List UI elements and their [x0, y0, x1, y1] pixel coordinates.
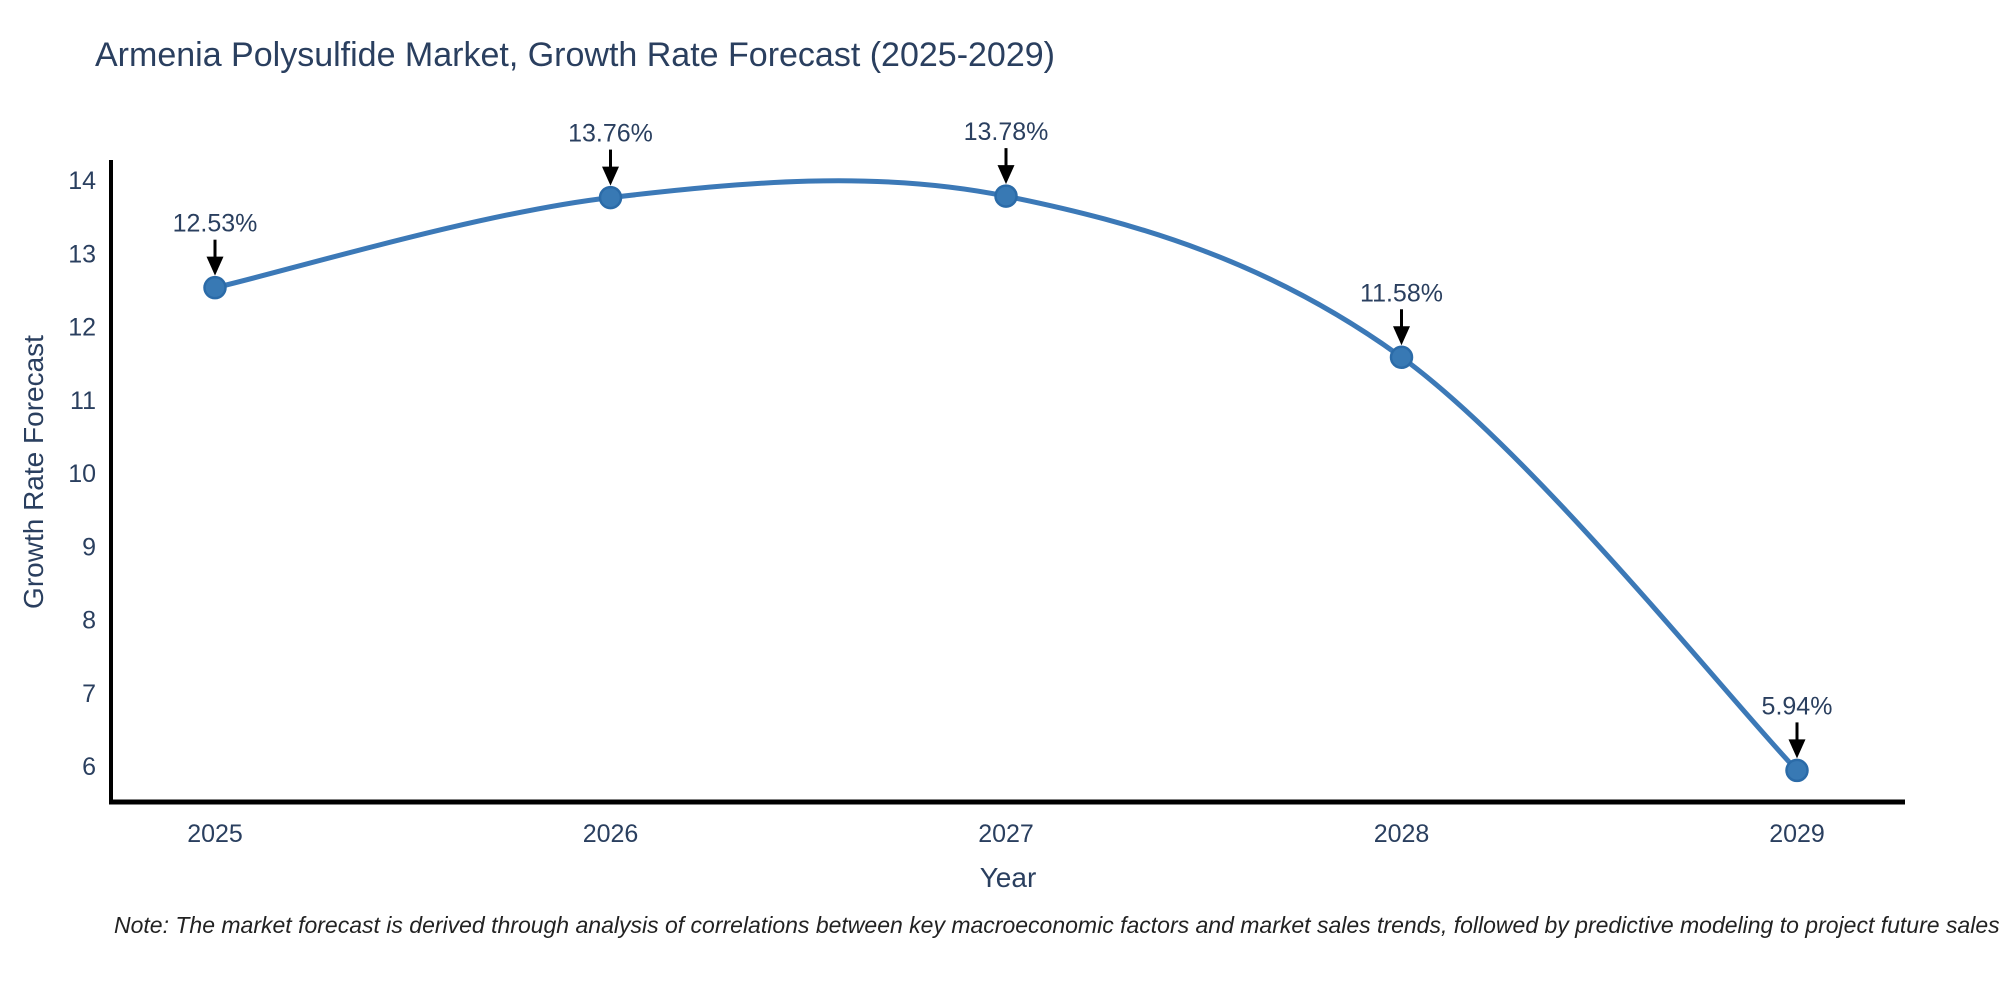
y-tick-label: 12: [68, 314, 96, 342]
data-point-marker[interactable]: [1389, 345, 1414, 370]
chart-title: Armenia Polysulfide Market, Growth Rate …: [95, 36, 1055, 74]
x-tick-label: 2028: [1374, 820, 1430, 848]
y-tick-label: 9: [82, 533, 96, 561]
x-tick-label: 2026: [583, 820, 639, 848]
x-tick-label: 2029: [1769, 820, 1825, 848]
y-tick-label: 7: [82, 680, 96, 708]
x-tick-label: 2027: [978, 820, 1034, 848]
trend-line: [212, 178, 1800, 773]
x-tick-label: 2025: [187, 820, 243, 848]
data-point-label: 11.58%: [1360, 279, 1443, 307]
y-tick-label: 8: [82, 607, 96, 635]
data-point-label: 5.94%: [1762, 692, 1833, 720]
data-point-marker[interactable]: [1785, 758, 1809, 783]
annotation-arrowhead: [206, 256, 224, 276]
data-point-marker[interactable]: [203, 275, 227, 300]
data-point-marker[interactable]: [598, 185, 623, 210]
data-point-label: 13.78%: [964, 118, 1049, 146]
y-tick-label: 6: [82, 753, 96, 781]
annotation-arrowhead: [1393, 326, 1410, 346]
y-tick-label: 11: [70, 387, 96, 415]
annotation-arrowhead: [997, 165, 1015, 185]
annotation-arrowhead: [1788, 739, 1806, 759]
x-axis-title: Year: [979, 862, 1037, 893]
data-point-marker[interactable]: [994, 184, 1018, 208]
y-tick-label: 13: [68, 240, 96, 268]
y-axis-title: Growth Rate Forecast: [18, 335, 49, 609]
annotation-arrowhead: [602, 166, 619, 186]
y-tick-label: 14: [68, 167, 96, 195]
data-point-label: 13.76%: [568, 120, 653, 148]
data-point-label: 12.53%: [173, 210, 258, 238]
y-tick-label: 10: [68, 460, 96, 488]
footnote: Note: The market forecast is derived thr…: [114, 912, 2000, 938]
